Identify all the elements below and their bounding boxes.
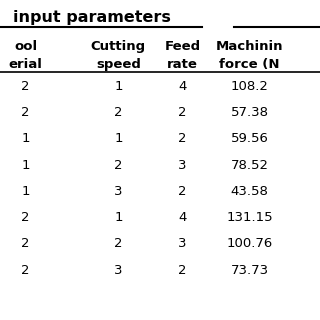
Text: 3: 3 [114, 185, 123, 198]
Text: 3: 3 [178, 237, 187, 251]
Text: speed: speed [96, 58, 141, 71]
Text: 2: 2 [21, 264, 30, 277]
Text: Feed: Feed [164, 40, 200, 53]
Text: 131.15: 131.15 [226, 211, 273, 224]
Text: 4: 4 [178, 211, 187, 224]
Text: 1: 1 [21, 132, 30, 146]
Text: 1: 1 [21, 159, 30, 172]
Text: 2: 2 [114, 237, 123, 251]
Text: 1: 1 [114, 80, 123, 93]
Text: 57.38: 57.38 [231, 106, 268, 119]
Text: 78.52: 78.52 [231, 159, 268, 172]
Text: input parameters: input parameters [13, 10, 171, 25]
Text: 1: 1 [21, 185, 30, 198]
Text: Cutting: Cutting [91, 40, 146, 53]
Text: erial: erial [9, 58, 43, 71]
Text: 3: 3 [178, 159, 187, 172]
Text: 100.76: 100.76 [227, 237, 273, 251]
Text: 2: 2 [21, 80, 30, 93]
Text: 4: 4 [178, 80, 187, 93]
Text: 1: 1 [114, 132, 123, 146]
Text: 43.58: 43.58 [231, 185, 268, 198]
Text: 2: 2 [21, 211, 30, 224]
Text: force (N: force (N [219, 58, 280, 71]
Text: 3: 3 [114, 264, 123, 277]
Text: 2: 2 [178, 264, 187, 277]
Text: Machinin: Machinin [216, 40, 283, 53]
Text: 2: 2 [21, 106, 30, 119]
Text: 2: 2 [178, 106, 187, 119]
Text: rate: rate [167, 58, 198, 71]
Text: 2: 2 [21, 237, 30, 251]
Text: 2: 2 [178, 185, 187, 198]
Text: 1: 1 [114, 211, 123, 224]
Text: 2: 2 [114, 159, 123, 172]
Text: 59.56: 59.56 [231, 132, 268, 146]
Text: ool: ool [14, 40, 37, 53]
Text: 2: 2 [114, 106, 123, 119]
Text: 73.73: 73.73 [230, 264, 269, 277]
Text: 108.2: 108.2 [231, 80, 268, 93]
Text: 2: 2 [178, 132, 187, 146]
